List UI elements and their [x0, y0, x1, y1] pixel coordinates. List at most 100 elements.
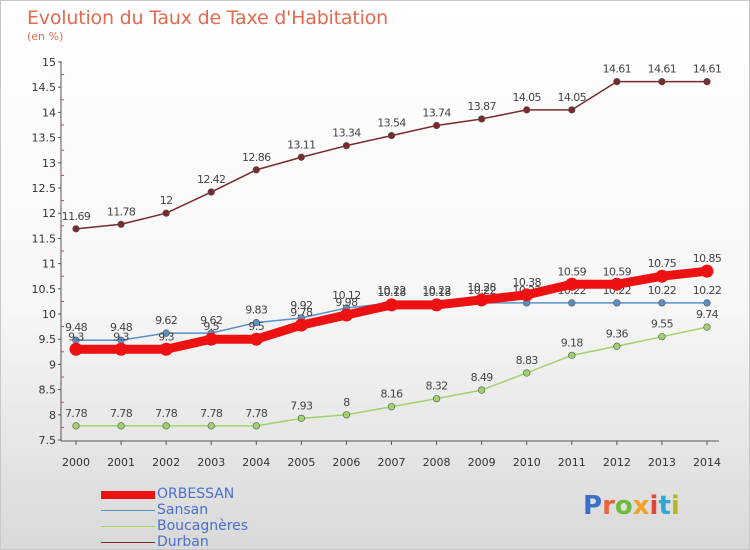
- data-point-boucagneres: [432, 395, 441, 403]
- data-point-durban: [162, 209, 170, 217]
- data-point-durban: [252, 166, 260, 174]
- data-label-orbessan: 10.38: [512, 276, 541, 289]
- data-point-sansan: [658, 299, 666, 307]
- data-point-boucagneres: [658, 333, 666, 341]
- data-point-durban: [432, 121, 441, 130]
- data-label-durban: 13.87: [467, 100, 496, 113]
- x-tick-label: 2014: [693, 456, 721, 469]
- x-tick-label: 2001: [107, 456, 135, 469]
- data-label-durban: 12: [160, 194, 173, 207]
- y-tick-label: 8.5: [39, 384, 57, 397]
- legend-item-sansan: Sansan: [101, 502, 401, 519]
- x-tick-label: 2011: [558, 456, 586, 469]
- data-label-durban: 13.54: [377, 117, 406, 130]
- legend-label-sansan: Sansan: [157, 502, 209, 518]
- proxiti-logo: Proxiti: [583, 491, 680, 521]
- legend-label-orbessan: ORBESSAN: [157, 486, 235, 502]
- data-label-sansan: 9.48: [65, 321, 88, 334]
- data-label-durban: 13.34: [332, 127, 361, 140]
- data-point-orbessan: [430, 298, 444, 312]
- logo-letter: r: [602, 491, 615, 521]
- data-label-boucagneres: 7.78: [200, 407, 223, 420]
- data-point-durban: [72, 225, 80, 233]
- data-point-boucagneres: [523, 369, 531, 377]
- data-point-boucagneres: [568, 351, 576, 359]
- data-label-durban: 14.05: [512, 91, 541, 104]
- data-label-orbessan: 10.18: [422, 286, 451, 299]
- data-point-durban: [342, 142, 351, 150]
- data-point-boucagneres: [297, 414, 305, 422]
- data-label-sansan: 9.83: [245, 304, 268, 317]
- chart-title: Evolution du Taux de Taxe d'Habitation: [27, 7, 388, 29]
- data-point-boucagneres: [207, 422, 215, 430]
- x-tick-label: 2013: [648, 456, 676, 469]
- data-label-orbessan: 10.85: [693, 252, 722, 265]
- data-label-sansan: 10.22: [648, 284, 677, 297]
- legend-label-boucagneres: Boucagnères: [157, 518, 249, 534]
- data-label-boucagneres: 8.49: [471, 371, 494, 384]
- data-label-durban: 13.74: [422, 107, 451, 120]
- logo-letter: x: [632, 491, 650, 521]
- y-tick-label: 13: [42, 157, 56, 170]
- data-label-boucagneres: 7.78: [155, 407, 178, 420]
- data-label-orbessan: 9.3: [68, 330, 84, 343]
- data-label-boucagneres: 9.36: [606, 327, 629, 340]
- data-point-durban: [207, 188, 215, 196]
- data-label-orbessan: 10.59: [558, 265, 587, 278]
- data-label-durban: 13.11: [287, 138, 316, 151]
- legend-item-boucagneres: Boucagnères: [101, 518, 401, 535]
- data-label-sansan: 10.22: [377, 284, 406, 297]
- data-label-durban: 14.61: [648, 63, 677, 76]
- y-tick-label: 15: [42, 56, 56, 69]
- data-point-orbessan: [294, 318, 308, 332]
- x-tick-label: 2002: [152, 456, 180, 469]
- data-point-boucagneres: [117, 422, 125, 430]
- legend-item-durban: Durban: [101, 534, 401, 550]
- data-label-sansan: 10.12: [332, 289, 361, 302]
- legend-item-orbessan: ORBESSAN: [101, 486, 401, 503]
- x-tick-label: 2009: [468, 456, 496, 469]
- x-tick-label: 2012: [603, 456, 631, 469]
- data-label-orbessan: 9.98: [335, 296, 358, 309]
- data-label-sansan: 10.22: [422, 284, 451, 297]
- data-point-orbessan: [610, 277, 624, 291]
- data-label-boucagneres: 8.16: [380, 388, 403, 401]
- data-label-boucagneres: 7.93: [290, 399, 313, 412]
- data-point-durban: [387, 131, 396, 140]
- x-tick-label: 2008: [423, 456, 451, 469]
- data-point-boucagneres: [342, 411, 351, 419]
- legend-swatch-durban: [101, 542, 155, 543]
- data-label-sansan: 10.22: [693, 284, 722, 297]
- data-point-durban: [703, 78, 711, 86]
- y-tick-label: 14.5: [32, 81, 57, 94]
- data-point-sansan: [568, 299, 576, 307]
- data-label-durban: 12.42: [197, 173, 226, 186]
- legend-label-durban: Durban: [157, 534, 209, 550]
- legend-swatch-sansan: [101, 510, 155, 511]
- legend: ORBESSAN Sansan Boucagnères Durban: [101, 486, 401, 550]
- y-tick-label: 11: [42, 258, 56, 271]
- x-tick-label: 2000: [62, 456, 90, 469]
- data-label-boucagneres: 9.74: [696, 308, 719, 321]
- x-tick-label: 2006: [332, 456, 360, 469]
- data-label-boucagneres: 8.83: [516, 354, 539, 367]
- x-tick-label: 2007: [378, 456, 406, 469]
- data-label-durban: 14.05: [558, 91, 587, 104]
- data-point-durban: [568, 106, 576, 114]
- data-label-sansan: 9.62: [155, 314, 177, 327]
- data-label-boucagneres: 7.78: [65, 407, 88, 420]
- y-tick-label: 10.5: [32, 283, 57, 296]
- x-tick-label: 2003: [197, 456, 225, 469]
- data-point-durban: [478, 115, 486, 123]
- data-label-durban: 11.69: [62, 210, 91, 223]
- y-tick-label: 11.5: [32, 232, 57, 245]
- data-point-sansan: [703, 299, 711, 307]
- data-point-boucagneres: [478, 386, 486, 394]
- y-tick-label: 7.5: [39, 434, 57, 447]
- data-label-boucagneres: 8.32: [426, 380, 448, 393]
- x-tick-label: 2005: [287, 456, 315, 469]
- data-label-boucagneres: 8: [343, 396, 350, 409]
- data-point-orbessan: [520, 288, 534, 302]
